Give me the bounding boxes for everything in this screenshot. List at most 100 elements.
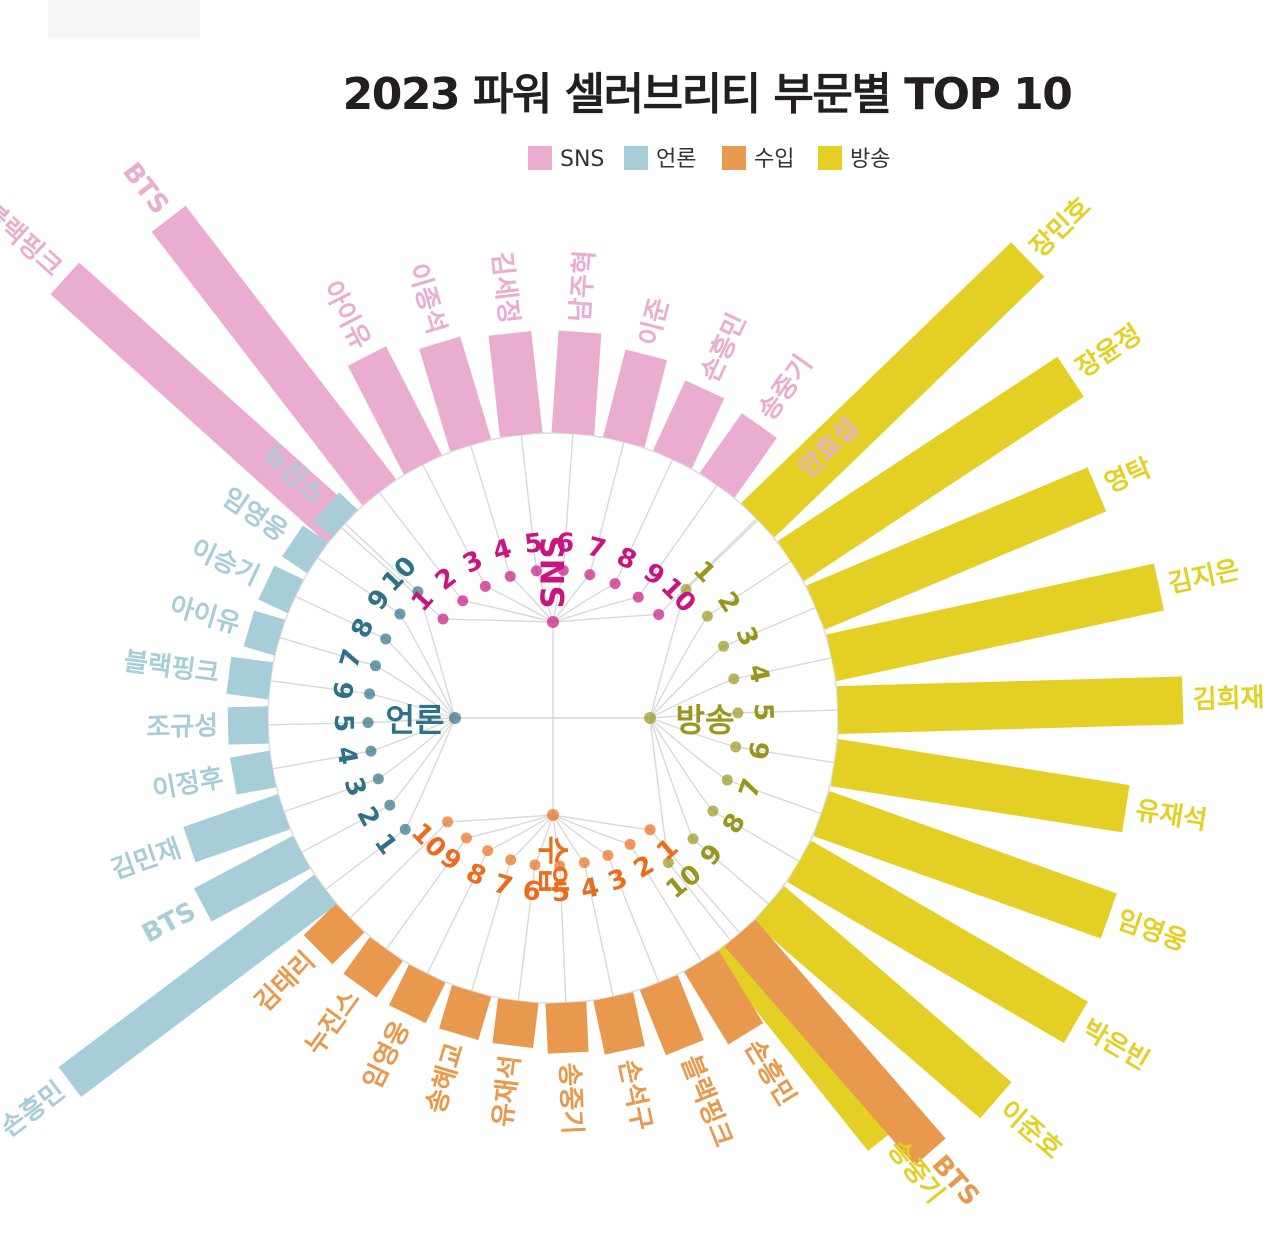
- legend-swatch: [624, 146, 648, 170]
- connector-curve: [649, 712, 738, 719]
- bar: [813, 791, 1117, 939]
- spoke-line: [344, 522, 419, 593]
- spoke-line: [469, 444, 511, 577]
- hub-dot: [644, 712, 656, 724]
- bar: [343, 937, 403, 998]
- bar-label: 임영웅: [1113, 905, 1191, 957]
- rank-label: 7: [734, 775, 768, 802]
- hub-dot: [547, 616, 559, 628]
- spoke-line: [727, 779, 822, 815]
- rank-dot: [372, 773, 384, 785]
- bar-label-group: 유재석: [1133, 795, 1209, 836]
- rank-dot: [732, 707, 744, 719]
- spoke-line: [422, 464, 486, 587]
- bar-group: [193, 835, 311, 922]
- spoke-line: [614, 458, 674, 584]
- bar-label-group: 아이유: [316, 276, 376, 354]
- rank-label: 8: [346, 614, 381, 643]
- rank-label: 2: [350, 802, 385, 832]
- rank-dot: [701, 610, 713, 622]
- spoke-line: [378, 491, 464, 602]
- rank-dot: [380, 633, 392, 645]
- spoke-line: [583, 862, 614, 997]
- connector-curve: [368, 717, 456, 724]
- rank-label: 6: [521, 876, 543, 908]
- bar: [724, 919, 946, 1166]
- spoke-line: [737, 709, 838, 714]
- bar-label: 손흥민: [0, 1076, 71, 1143]
- bar-group: [226, 656, 273, 700]
- bar: [229, 750, 276, 795]
- connector-curve: [552, 814, 651, 831]
- bar-label: 유재석: [488, 1054, 527, 1129]
- rank-dot: [554, 860, 566, 872]
- connector-curve: [649, 615, 709, 719]
- hub-label: 수입: [534, 836, 572, 895]
- bar-label-group: 이준호: [994, 1095, 1068, 1165]
- bar: [50, 262, 356, 544]
- chart-title: 2023 파워 셀러브리티 부문별 TOP 10: [343, 69, 1072, 120]
- bar-label-group: 송중기: [753, 350, 819, 426]
- bar-group: [806, 467, 1107, 630]
- bar-group: [303, 903, 365, 965]
- rank-dot: [609, 578, 621, 590]
- connector-curve: [399, 613, 456, 719]
- bar-label-group: 김지은: [1166, 555, 1242, 599]
- spoke-line: [707, 560, 792, 617]
- bar-label: 이종석: [402, 260, 451, 337]
- spoke-line: [607, 855, 660, 983]
- bar-label-group: 조규성: [146, 711, 218, 743]
- connector-curve: [447, 814, 554, 823]
- spoke-line: [733, 657, 832, 680]
- hub-dot: [449, 712, 461, 724]
- bar-label: 조규성: [146, 711, 218, 743]
- bar-group: [347, 346, 442, 475]
- rank-label: 3: [338, 774, 372, 801]
- rank-dot: [707, 805, 719, 817]
- bar: [492, 998, 539, 1049]
- bar-label-group: BTS: [116, 157, 174, 220]
- bar: [830, 738, 1130, 833]
- bar: [837, 676, 1184, 734]
- bar-label: 아이유: [166, 591, 243, 640]
- spoke-line: [517, 864, 536, 1001]
- bar: [551, 330, 602, 436]
- legend-swatch: [722, 146, 746, 170]
- bar-label: BTS: [116, 157, 174, 220]
- bar-group: [653, 380, 725, 469]
- bar-label-group: 이종석: [402, 260, 451, 337]
- bar-group: [58, 874, 337, 1098]
- bar-group: [741, 242, 1045, 538]
- bar-label: 임영웅: [358, 1016, 417, 1094]
- bar-label: 이정후: [150, 763, 226, 805]
- rank-dot: [364, 688, 376, 700]
- rank-label: 3: [729, 622, 764, 650]
- bar-label: 블랙핑크: [0, 197, 67, 283]
- bar-group: [551, 330, 602, 436]
- bar-group: [388, 964, 446, 1024]
- bar: [419, 336, 492, 452]
- spoke-line: [520, 434, 538, 572]
- rank-label: 5: [523, 528, 544, 560]
- bar: [227, 706, 269, 745]
- bar-label-group: 송중기: [554, 1062, 587, 1135]
- bar: [183, 794, 290, 863]
- bar: [303, 903, 365, 965]
- rank-label: 3: [604, 863, 632, 898]
- rank-label: 7: [490, 869, 516, 903]
- bar-label-group: 누진스: [300, 985, 366, 1061]
- bar-group: [343, 937, 403, 998]
- spoke-line: [268, 721, 369, 726]
- bar-group: [826, 563, 1165, 682]
- bar-label: 이준: [634, 295, 675, 349]
- bar-label-group: 장윤정: [1071, 319, 1147, 384]
- rank-label: 6: [329, 680, 361, 702]
- bar: [258, 565, 304, 614]
- rank-label: 2: [430, 562, 463, 597]
- rank-dot: [505, 854, 517, 866]
- spoke-line: [562, 433, 574, 571]
- bar-group: [593, 992, 645, 1055]
- bar-label: 유재석: [1133, 795, 1209, 836]
- bar-label: 누진스: [300, 985, 366, 1061]
- rank-label: 5: [328, 714, 358, 733]
